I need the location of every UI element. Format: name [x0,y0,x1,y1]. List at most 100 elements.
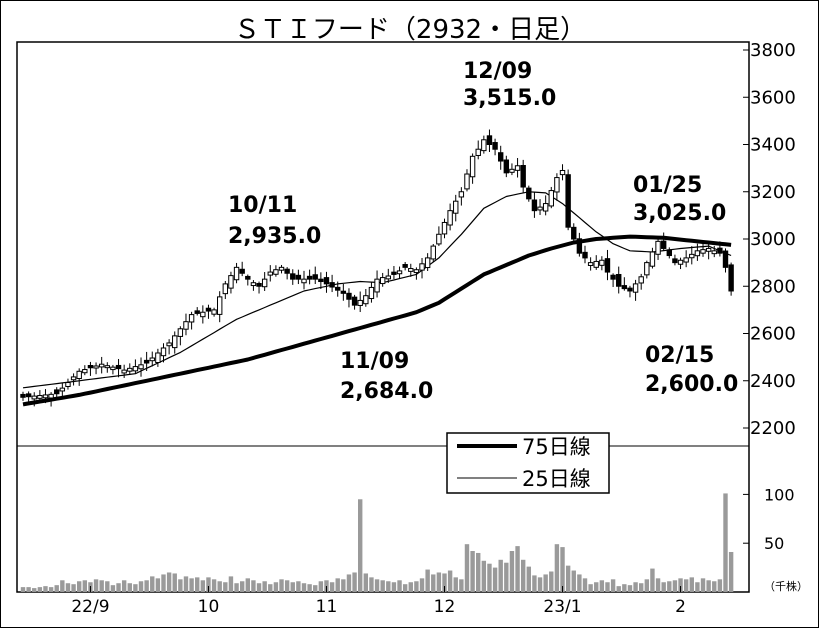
volume-bar [712,581,717,592]
chart-title: ＳＴＩフード（2932・日足） [234,15,586,45]
candle [481,135,487,154]
candle [677,257,684,270]
volume-bar [498,559,503,592]
price-tick-label: 2200 [750,418,796,439]
volume-bar [335,578,340,592]
volume-bar [82,580,88,592]
volume-bar [622,584,627,592]
candle [621,277,628,291]
candle [76,368,82,386]
price-tick-label: 3400 [750,135,796,156]
volume-bar [492,567,498,592]
volume-bar [464,544,470,592]
volume-bar [43,586,48,592]
volume-bar [239,581,245,592]
volume-bar [689,577,694,592]
volume-bar [99,580,104,592]
candle [273,265,279,277]
candle [143,351,150,372]
volume-bar [54,585,59,592]
candle [498,145,504,170]
volume-bar [706,580,711,592]
volume-bar [639,583,644,592]
candle [222,280,229,300]
volume-bar [374,579,380,592]
annotation-date: 12/09 [463,59,532,84]
volume-bar [284,580,290,592]
volume-bar [200,580,206,592]
date-tick-label: 12 [434,597,456,617]
candle [301,270,307,290]
candle [59,383,66,397]
candle [65,378,71,390]
candle [554,173,560,201]
date-tick-label: 11 [316,597,338,617]
candle [93,362,99,375]
volume-bar [650,568,655,592]
volume-bar [588,584,593,592]
candle [548,186,554,209]
price-tick-label: 3200 [750,182,796,203]
volume-bar [605,582,610,592]
volume-bar [678,578,683,592]
candle [160,343,167,363]
candle [261,272,268,291]
candle [54,387,60,399]
candle [402,262,408,271]
candle [492,138,498,156]
candle [717,241,723,257]
candle [37,390,43,402]
annotation-value: 2,600.0 [645,372,738,397]
volume-bar [110,585,116,592]
volume-bar [93,579,99,592]
candle [391,266,397,280]
volume-bar [195,577,200,592]
volume-bar [459,579,464,592]
volume-bar [71,584,76,592]
volume-bar [358,499,363,592]
candle [694,243,701,261]
candle [537,199,543,215]
candle [604,249,611,281]
candle [115,358,122,378]
volume-bar [481,560,487,592]
candle [82,365,88,376]
candle [503,155,510,178]
candle [576,232,583,257]
volume-bar [386,581,391,592]
price-tick-label: 3000 [750,229,796,250]
volume-bar [520,559,526,592]
annotation-date: 02/15 [645,343,714,368]
candle [256,281,262,294]
candle [475,140,481,160]
candle [211,307,217,317]
volume-bar [217,581,222,592]
annotation-value: 2,684.0 [340,379,433,404]
candle [177,326,184,346]
candle [138,357,144,377]
volume-bar [60,580,65,592]
volume-bar [32,588,37,592]
volume-bar [695,582,700,592]
volume-tick-label: 50 [764,534,784,553]
candle [363,289,369,307]
candle [318,272,324,289]
volume-bar [307,584,312,592]
candle [610,273,616,288]
volume-bar [144,580,149,592]
volume-bar [273,582,279,592]
candle [267,265,273,282]
volume-bar [560,547,565,592]
candle [323,271,330,293]
candle [284,267,290,280]
volume-bar [228,576,234,592]
candle [627,285,633,298]
candle [87,361,94,376]
candle [194,307,200,316]
candlestick-series [20,129,734,407]
candle [290,269,296,285]
ma75-path [22,234,732,407]
annotation-value: 3,025.0 [633,201,726,226]
candle [31,392,37,407]
